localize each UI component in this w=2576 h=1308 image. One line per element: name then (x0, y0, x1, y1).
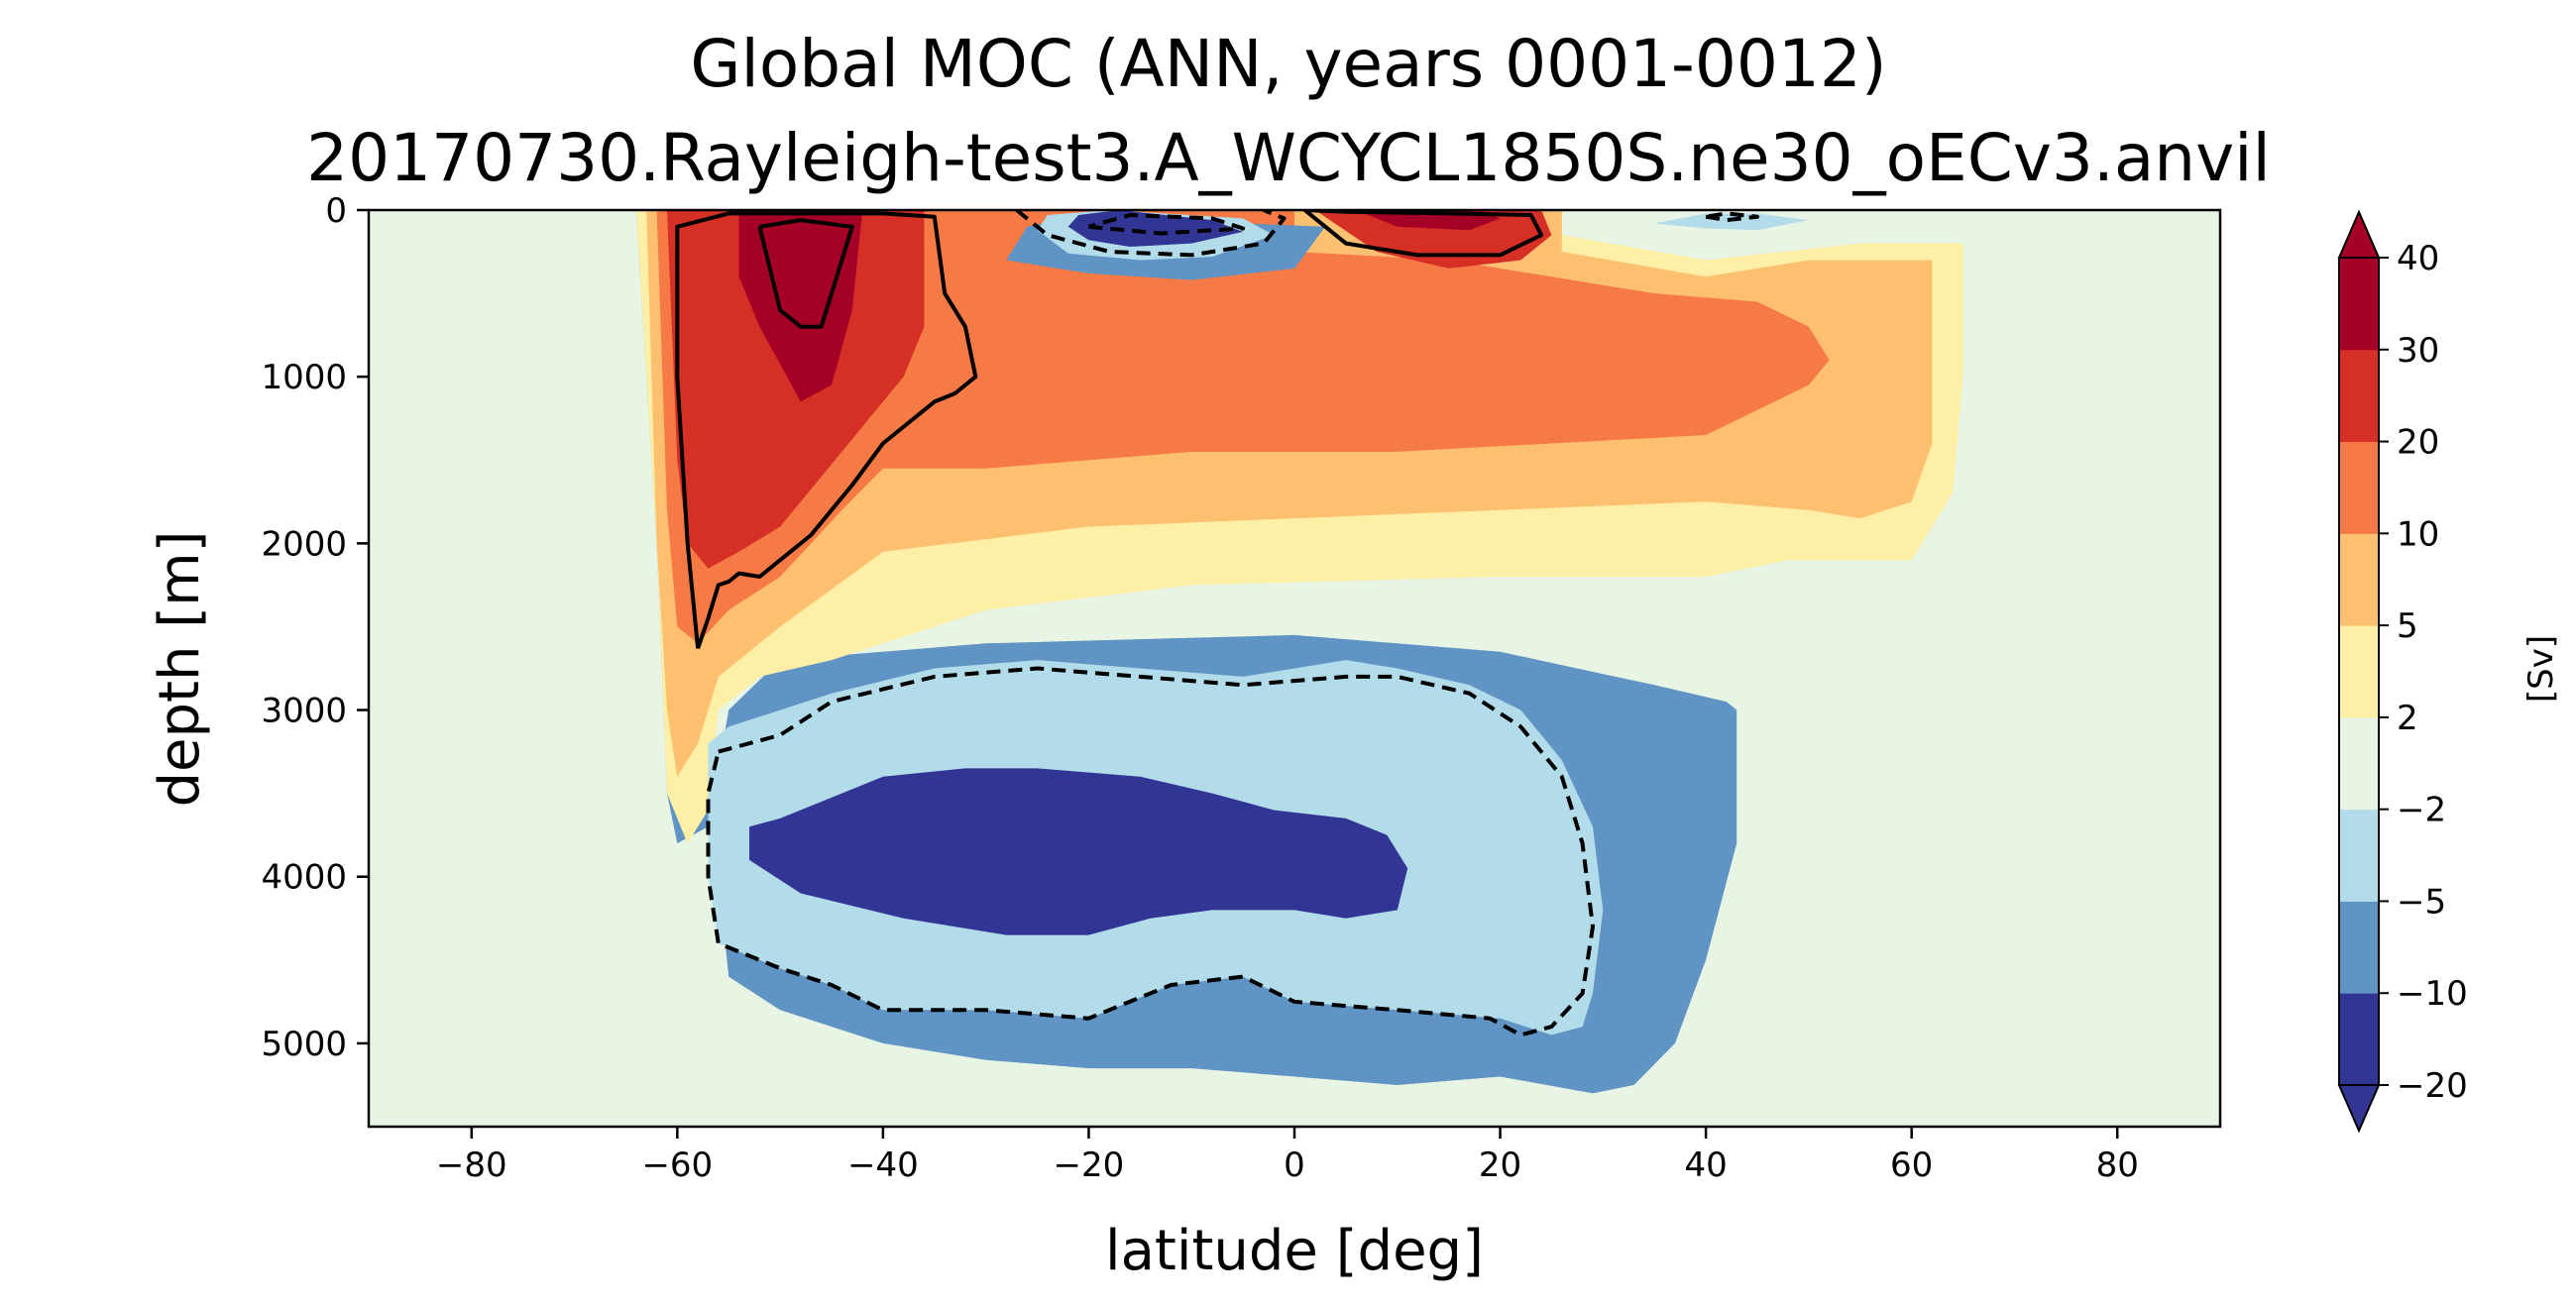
colorbar-bin-0 (2339, 993, 2379, 1086)
colorbar-tick-label: 20 (2397, 423, 2439, 463)
colorbar-tick-label: −5 (2397, 882, 2446, 922)
x-tick-label: −40 (847, 1145, 919, 1185)
x-tick-label: −60 (641, 1145, 713, 1185)
chart-subtitle: 20170730.Rayleigh-test3.A_WCYCL1850S.ne3… (306, 120, 2271, 196)
colorbar-extend-over (2337, 209, 2381, 259)
colorbar: −20 −10 −5 −2 2 5 10 20 30 40 (2337, 209, 2468, 1134)
colorbar-bin-6 (2339, 441, 2379, 534)
x-tick-label: −80 (436, 1145, 507, 1185)
contour-line-solid-0 (675, 211, 978, 649)
colorbar-label: [Sv] (2521, 635, 2561, 703)
contour-region-13 (749, 768, 1408, 935)
chart-title: Global MOC (ANN, years 0001-0012) (690, 26, 1886, 102)
contour-region-5 (738, 210, 863, 402)
contour-line-dashed-3 (706, 666, 1595, 1037)
x-tick-label: 40 (1684, 1145, 1727, 1185)
y-tick-label: 1000 (261, 358, 347, 397)
y-tick-label: 5000 (261, 1025, 347, 1064)
colorbar-frame (2338, 257, 2380, 1086)
colorbar-tick-label: 10 (2397, 514, 2439, 554)
colorbar-tick-label: −10 (2397, 974, 2468, 1014)
contour-line-dashed-6 (1705, 211, 1759, 223)
colorbar-bin-2 (2339, 809, 2379, 902)
x-axis-ticks: −80 −60 −40 −20 0 20 40 60 80 (436, 1127, 2139, 1185)
contour-line-solid-1 (757, 218, 854, 329)
x-tick-label: −20 (1054, 1145, 1125, 1185)
contour-line-layer (675, 210, 1759, 1037)
colorbar-bin-7 (2339, 349, 2379, 443)
colorbar-tick-label: 2 (2397, 699, 2418, 738)
plot-area: −80 −60 −40 −20 0 20 40 60 80 0 1000 2000 3000 4000 5… (261, 191, 2222, 1185)
x-axis-label: latitude [deg] (1105, 1219, 1484, 1283)
colorbar-tick-label: 40 (2397, 239, 2439, 278)
colorbar-bin-5 (2339, 533, 2379, 626)
contour-line-dashed-4 (1015, 210, 1287, 258)
y-tick-label: 2000 (261, 524, 347, 564)
contour-region-12 (1654, 213, 1809, 231)
y-tick-label: 3000 (261, 692, 347, 731)
contour-region-3 (656, 210, 1830, 644)
colorbar-tick-label: 30 (2397, 331, 2439, 371)
colorbar-bin-1 (2339, 901, 2379, 994)
x-tick-label: 0 (1284, 1145, 1305, 1185)
colorbar-tick-label: −20 (2397, 1066, 2468, 1106)
colorbar-bin-8 (2339, 258, 2379, 351)
y-tick-label: 4000 (261, 858, 347, 898)
colorbar-tick-label: 5 (2397, 606, 2418, 646)
x-tick-label: 20 (1479, 1145, 1521, 1185)
colorbar-extend-under (2337, 1084, 2381, 1134)
x-tick-label: 60 (1890, 1145, 1933, 1185)
colorbar-bin-3 (2339, 716, 2379, 811)
y-axis-ticks: 0 1000 2000 3000 4000 5000 (261, 191, 369, 1064)
contour-line-solid-2 (1303, 210, 1544, 258)
colorbar-bin-4 (2339, 625, 2379, 718)
contour-fill-layer (635, 210, 1963, 1094)
x-tick-label: 80 (2096, 1145, 2139, 1185)
y-tick-label: 0 (325, 191, 347, 231)
colorbar-tick-label: −2 (2397, 791, 2446, 830)
y-axis-label: depth [m] (148, 530, 212, 807)
